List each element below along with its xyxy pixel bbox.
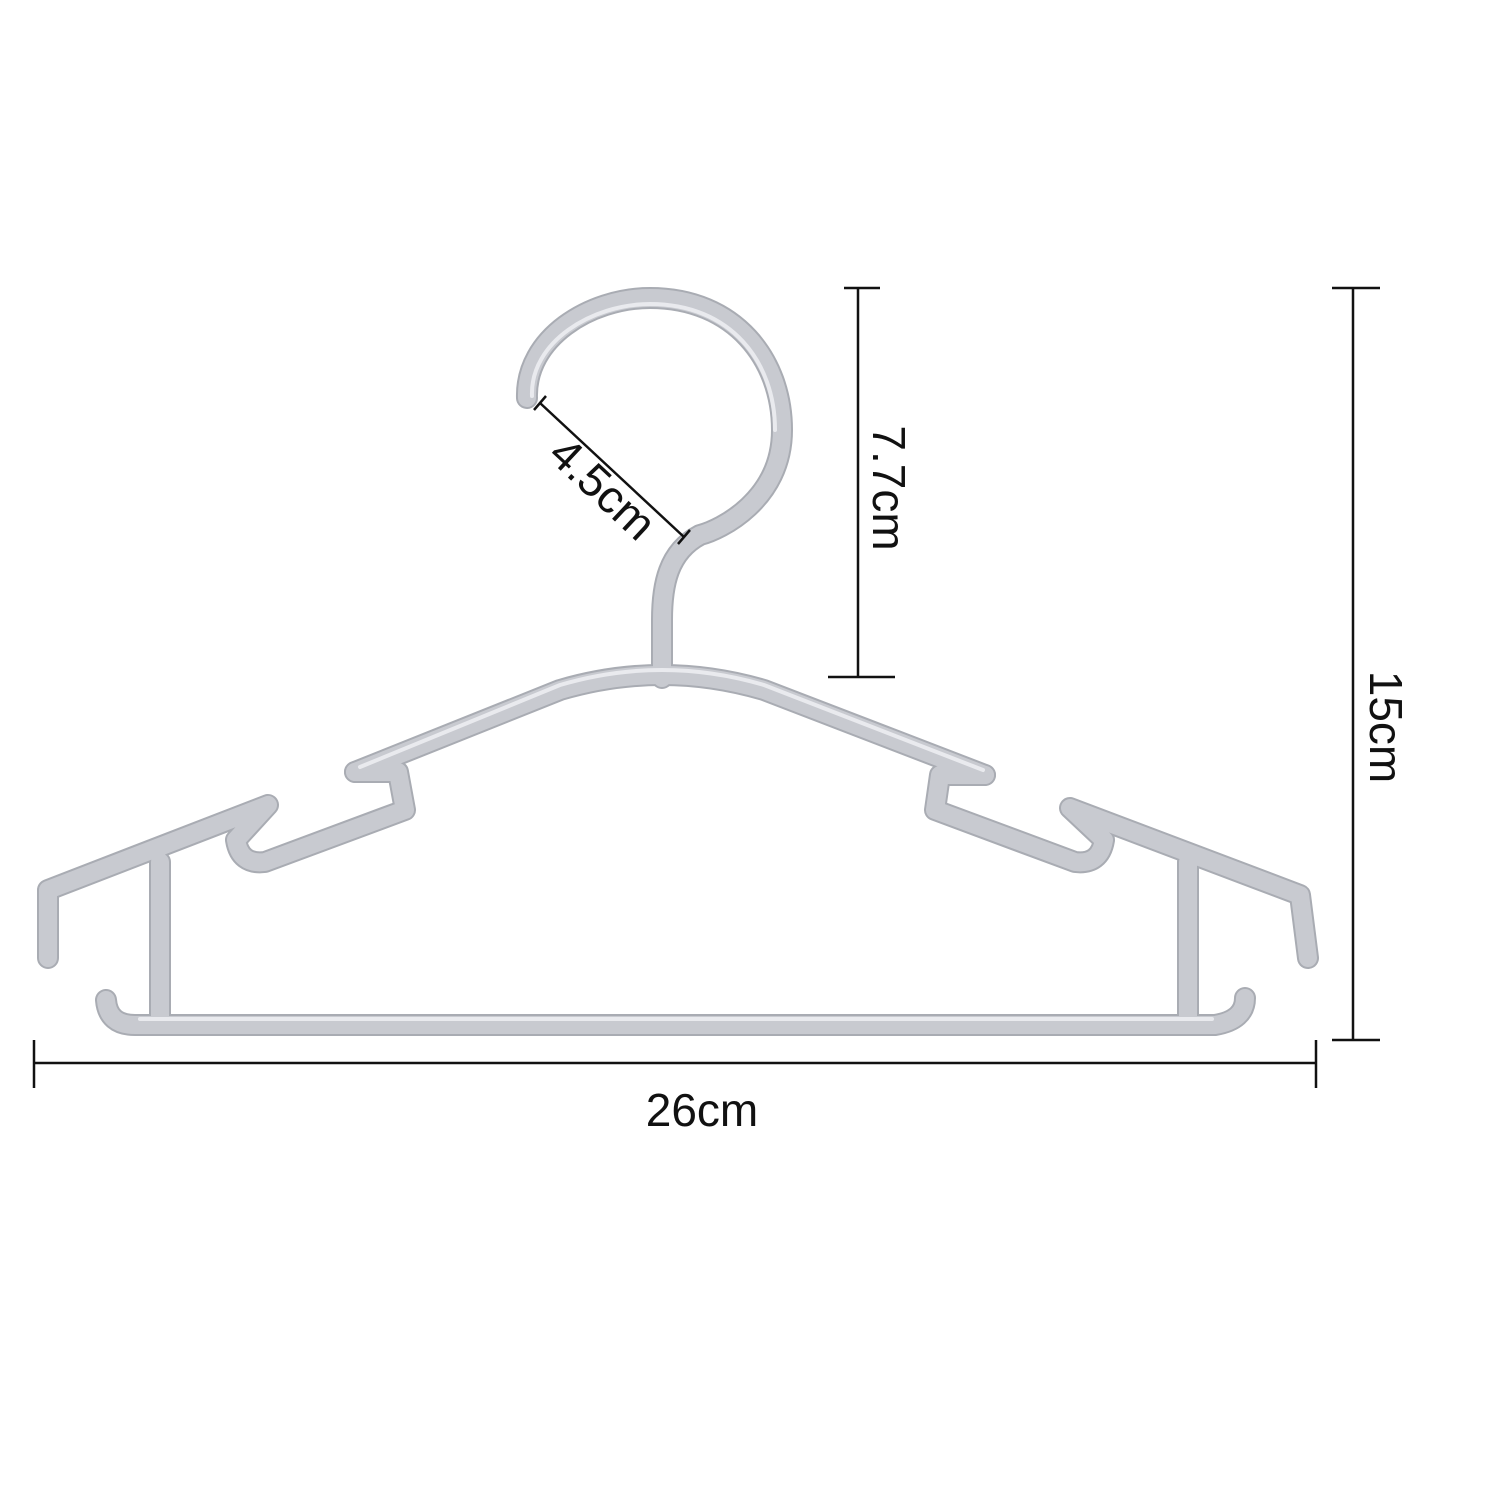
- hanger-outline: [37, 287, 1319, 1036]
- hanger-body: [39, 289, 1317, 1034]
- width-label: 26cm: [646, 1084, 758, 1136]
- hanger-right-arm: [926, 766, 1317, 967]
- hanger-hook: [517, 289, 791, 687]
- hanger-left-arm: [39, 763, 414, 967]
- hook-opening-line: [539, 402, 685, 538]
- width-dimension: 26cm: [32, 1040, 1318, 1136]
- hook-opening-dimension: 4.5cm: [533, 395, 691, 550]
- hook-opening-label: 4.5cm: [539, 427, 666, 550]
- hanger-bottom-bar: [97, 989, 1254, 1034]
- total-height-dimension: 15cm: [1332, 286, 1412, 1042]
- hook-opening-tick-bottom: [677, 529, 691, 545]
- hook-height-label: 7.7cm: [863, 425, 915, 550]
- clothes-hanger-icon: [37, 287, 1319, 1036]
- total-height-label: 15cm: [1360, 671, 1412, 783]
- hook-height-dimension: 7.7cm: [828, 286, 915, 679]
- hanger-highlight: [138, 302, 1214, 1021]
- hook-opening-tick-top: [533, 395, 547, 411]
- hanger-shoulder-top: [346, 666, 994, 784]
